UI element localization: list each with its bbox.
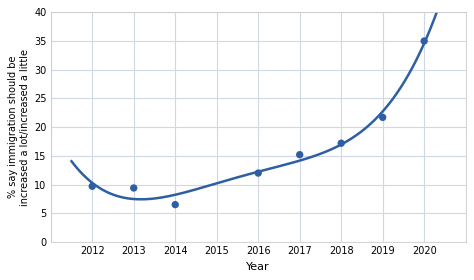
Point: [89, 184, 96, 188]
Point: [420, 39, 428, 43]
Point: [172, 202, 179, 207]
Point: [296, 152, 303, 157]
Point: [379, 115, 386, 120]
X-axis label: Year: Year: [246, 262, 270, 272]
Point: [130, 186, 137, 190]
Point: [337, 141, 345, 145]
Y-axis label: % say immigration should be
increased a lot/increased a little: % say immigration should be increased a …: [9, 49, 30, 206]
Point: [255, 171, 262, 175]
